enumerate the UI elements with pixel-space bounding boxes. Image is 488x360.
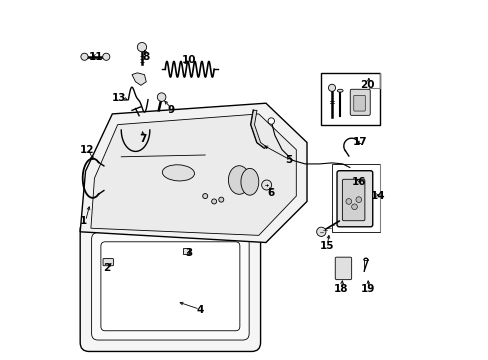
Text: 14: 14 <box>370 191 385 201</box>
Text: 20: 20 <box>360 80 374 90</box>
FancyBboxPatch shape <box>103 258 113 266</box>
FancyBboxPatch shape <box>335 257 351 280</box>
Text: 15: 15 <box>319 241 333 251</box>
FancyBboxPatch shape <box>342 179 364 221</box>
Text: 9: 9 <box>167 105 175 115</box>
FancyBboxPatch shape <box>349 89 369 115</box>
Circle shape <box>351 204 357 210</box>
FancyBboxPatch shape <box>80 221 260 351</box>
Ellipse shape <box>337 89 343 92</box>
Circle shape <box>345 199 351 204</box>
Ellipse shape <box>162 165 194 181</box>
Circle shape <box>211 199 216 204</box>
Text: 19: 19 <box>360 284 374 294</box>
FancyBboxPatch shape <box>101 242 240 331</box>
Text: 5: 5 <box>285 156 292 165</box>
Polygon shape <box>91 114 296 235</box>
Circle shape <box>316 227 325 237</box>
Circle shape <box>328 84 335 91</box>
Circle shape <box>355 197 361 203</box>
Polygon shape <box>132 73 146 85</box>
Bar <box>331 164 380 232</box>
Text: 18: 18 <box>333 284 347 294</box>
Text: 6: 6 <box>267 188 274 198</box>
Circle shape <box>267 118 274 124</box>
Bar <box>183 248 189 254</box>
Text: 7: 7 <box>139 134 146 144</box>
Text: 13: 13 <box>112 93 126 103</box>
Text: 3: 3 <box>185 248 192 258</box>
Circle shape <box>137 42 146 52</box>
Text: 1: 1 <box>80 216 87 226</box>
Text: 17: 17 <box>352 138 367 148</box>
Text: 4: 4 <box>196 305 203 315</box>
Circle shape <box>157 93 165 102</box>
FancyBboxPatch shape <box>336 171 372 227</box>
Circle shape <box>102 53 110 60</box>
Ellipse shape <box>241 168 258 195</box>
Text: 11: 11 <box>89 52 103 62</box>
Circle shape <box>81 53 88 60</box>
Text: 12: 12 <box>80 145 94 155</box>
Circle shape <box>261 180 271 190</box>
FancyBboxPatch shape <box>91 233 248 340</box>
Text: 2: 2 <box>103 262 110 273</box>
Bar <box>321 73 380 125</box>
Polygon shape <box>250 111 267 148</box>
Text: 8: 8 <box>142 52 150 62</box>
Ellipse shape <box>228 166 249 194</box>
FancyBboxPatch shape <box>353 95 365 111</box>
Circle shape <box>203 194 207 199</box>
Polygon shape <box>80 103 306 243</box>
Circle shape <box>218 197 224 202</box>
Text: 10: 10 <box>182 55 196 65</box>
Text: 16: 16 <box>351 177 366 187</box>
